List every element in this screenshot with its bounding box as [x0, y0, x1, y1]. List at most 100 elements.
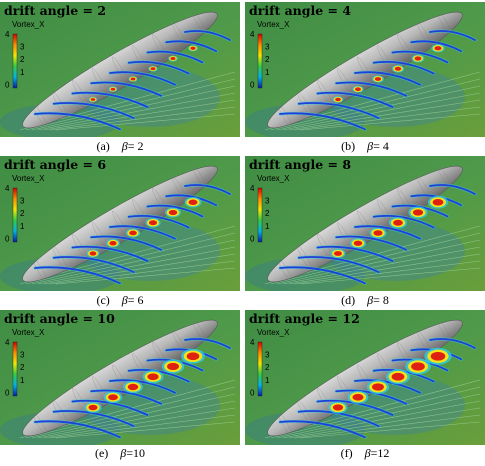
vortex-streak	[90, 81, 163, 97]
vortex-core	[170, 56, 176, 61]
drift-angle-title: drift angle = 10	[4, 311, 115, 326]
vortex-streak	[429, 30, 476, 41]
vortex-core	[89, 251, 97, 256]
flow-field-image: Vortex_X4 3 2 1 0	[245, 156, 485, 291]
caption-beta-symbol: β	[367, 139, 374, 153]
vortex-core	[430, 351, 446, 361]
colorbar-tick: 4	[5, 338, 10, 347]
panel-caption: (f) β=12	[245, 446, 485, 464]
vortex-streak	[184, 184, 231, 195]
colorbar-tick: 0	[250, 80, 255, 89]
vortex-core	[412, 209, 424, 216]
vortex-streak	[109, 71, 176, 86]
vortex-streak	[165, 40, 218, 53]
colorbar-tick: 3	[20, 43, 25, 52]
colorbar-tick: 3	[20, 351, 25, 360]
colorbar-tick: 0	[250, 388, 255, 397]
vortex-streak	[34, 420, 121, 439]
colorbar-tick: 1	[20, 222, 25, 231]
caption-beta-value: = 6	[127, 293, 144, 307]
vortex-core	[186, 352, 200, 361]
vortex-core	[353, 240, 363, 246]
vortex-streak	[297, 256, 380, 274]
vortex-core	[129, 230, 137, 236]
vortex-streak	[90, 235, 163, 251]
vortex-core	[90, 98, 96, 101]
caption-beta-value: =10	[126, 446, 146, 460]
colorbar: Vortex_X4 3 2 1 0	[250, 20, 290, 89]
vortex-core	[150, 67, 156, 71]
panel-2: Vortex_X 4 3 2 1 0 drift angle = 4	[245, 2, 485, 137]
vortex-streak	[316, 245, 394, 262]
vortex-core	[434, 46, 442, 51]
colorbar-tick: 4	[250, 30, 255, 39]
vortex-core	[188, 199, 198, 205]
vortex-core	[374, 77, 382, 81]
vortex-core	[355, 87, 361, 92]
vortex-streak	[354, 379, 421, 394]
colorbar-tick: 1	[265, 68, 270, 77]
colorbar-tick: 4	[250, 338, 255, 347]
colorbar-tick: 2	[265, 209, 270, 218]
colorbar-tick: 1	[265, 376, 270, 385]
vortex-core	[88, 404, 98, 411]
vortex-core	[414, 56, 422, 61]
vortex-streak	[127, 215, 190, 229]
vortex-core	[373, 230, 383, 236]
colorbar-label: Vortex_X	[12, 20, 45, 29]
vortex-streak	[372, 61, 435, 75]
vortex-streak	[184, 338, 231, 349]
vortex-core	[110, 87, 116, 91]
vortex-core	[394, 66, 402, 71]
panel-caption: (a) β= 2	[0, 139, 240, 157]
colorbar-label: Vortex_X	[12, 174, 45, 183]
panel-3: Vortex_X 4 3 2 1 0 drift angle = 6	[0, 156, 240, 291]
vortex-core	[393, 219, 403, 226]
vortex-streak	[165, 194, 218, 207]
panel-5: Vortex_X 4 3 2 1 0 drift angle = 10	[0, 310, 240, 445]
colorbar-tick: 2	[265, 363, 270, 372]
colorbar-tick: 4	[5, 30, 10, 39]
vortex-streak	[109, 379, 176, 394]
vortex-core	[391, 372, 405, 381]
drift-angle-title: drift angle = 4	[249, 3, 352, 18]
colorbar-label: Vortex_X	[12, 328, 45, 337]
colorbar-tick: 3	[265, 197, 270, 206]
panel-caption: (c) β= 6	[0, 293, 240, 311]
drift-angle-title: drift angle = 6	[4, 157, 107, 172]
caption-beta-symbol: β	[121, 293, 128, 307]
vortex-streak	[410, 40, 463, 53]
colorbar-tick: 1	[20, 68, 25, 77]
drift-angle-title: drift angle = 12	[249, 311, 360, 326]
flow-field-image: Vortex_X4 3 2 1 0	[0, 2, 240, 137]
colorbar-tick: 3	[20, 197, 25, 206]
vortex-core	[334, 251, 342, 256]
drift-angle-title: drift angle = 2	[4, 3, 107, 18]
vortex-streak	[335, 81, 408, 97]
flow-field-image: Vortex_X4 3 2 1 0	[0, 156, 240, 291]
vortex-core	[127, 383, 139, 391]
vortex-core	[335, 97, 341, 102]
caption-beta-symbol: β	[121, 139, 128, 153]
flow-field-image: Vortex_X4 3 2 1 0	[245, 310, 485, 445]
panel-1: Vortex_X 4 3 2 1 0 drift angle = 2	[0, 2, 240, 137]
colorbar-label: Vortex_X	[257, 174, 290, 183]
flow-field-image: Vortex_X4 3 2 1 0	[0, 310, 240, 445]
vortex-streak	[297, 102, 380, 120]
vortex-streak	[52, 410, 135, 428]
vortex-core	[432, 198, 444, 206]
colorbar-tick: 4	[5, 184, 10, 193]
colorbar-tick: 1	[265, 222, 270, 231]
colorbar: Vortex_X4 3 2 1 0	[5, 328, 45, 397]
colorbar-tick: 3	[265, 43, 270, 52]
caption-beta-value: = 4	[373, 139, 389, 153]
vortex-streak	[146, 204, 204, 218]
colorbar: Vortex_X4 3 2 1 0	[250, 328, 290, 397]
caption-letter: (c)	[96, 293, 110, 307]
panel-4: Vortex_X 4 3 2 1 0 drift angle = 8	[245, 156, 485, 291]
vortex-streak	[372, 215, 435, 229]
colorbar-tick: 0	[5, 234, 10, 243]
vortex-core	[108, 394, 118, 401]
vortex-streak	[34, 112, 121, 131]
